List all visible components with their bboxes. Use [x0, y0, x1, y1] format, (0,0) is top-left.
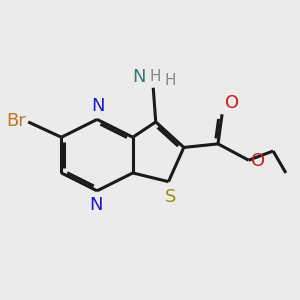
Text: N: N — [92, 97, 105, 115]
Text: Br: Br — [6, 112, 26, 130]
Text: S: S — [165, 188, 176, 206]
Text: N: N — [132, 68, 146, 86]
Text: O: O — [225, 94, 239, 112]
Text: H: H — [149, 69, 161, 84]
Text: N: N — [89, 196, 103, 214]
Text: O: O — [251, 152, 265, 170]
Text: H: H — [164, 73, 176, 88]
